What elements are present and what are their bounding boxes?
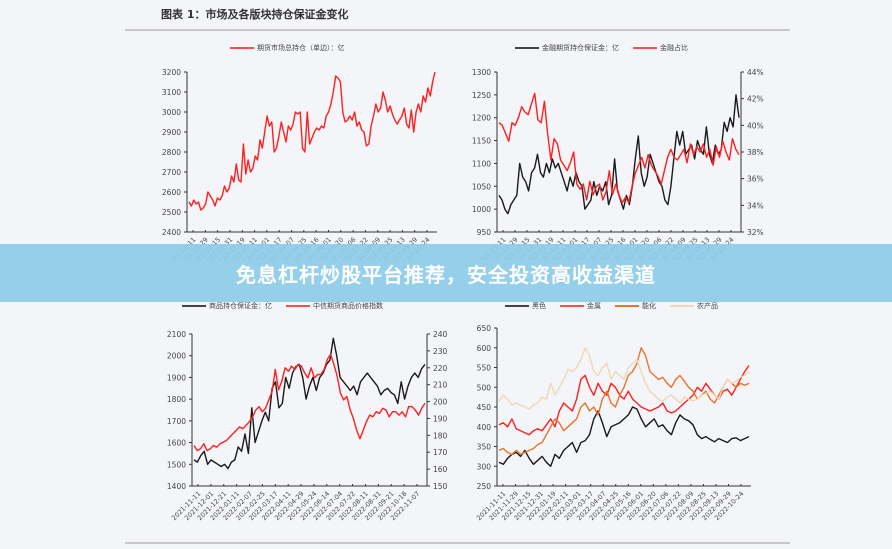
svg-text:36%: 36% [747, 175, 764, 184]
svg-text:500: 500 [477, 383, 492, 392]
svg-text:1100: 1100 [472, 159, 491, 168]
svg-text:2900: 2900 [162, 128, 181, 137]
legend-item: 金融期货持仓保证金：亿 [515, 43, 619, 53]
svg-text:44%: 44% [747, 68, 764, 77]
svg-text:40%: 40% [747, 121, 764, 130]
svg-text:160: 160 [433, 465, 448, 474]
svg-text:950: 950 [477, 228, 492, 237]
svg-text:1900: 1900 [167, 373, 186, 382]
svg-text:300: 300 [477, 462, 492, 471]
svg-text:1600: 1600 [167, 439, 186, 448]
chart-total-open-interest: 2400250026002700280029003000310032002021… [162, 68, 437, 260]
svg-text:3200: 3200 [162, 68, 181, 77]
svg-text:190: 190 [433, 414, 448, 423]
svg-text:220: 220 [433, 364, 448, 373]
svg-text:650: 650 [477, 324, 492, 333]
svg-text:2800: 2800 [162, 148, 181, 157]
legend-sectors: 黑色 金属 能化 农产品 [505, 301, 718, 311]
legend-swatch [515, 47, 539, 49]
svg-text:230: 230 [433, 347, 448, 356]
legend-item: 黑色 [505, 301, 546, 311]
svg-text:550: 550 [477, 364, 492, 373]
legend-item: 农产品 [670, 301, 718, 311]
svg-text:2500: 2500 [162, 208, 181, 217]
svg-text:240: 240 [433, 330, 448, 339]
legend-swatch [670, 305, 694, 307]
legend-swatch [633, 47, 657, 49]
svg-text:150: 150 [433, 482, 448, 491]
svg-text:1250: 1250 [472, 91, 491, 100]
svg-text:38%: 38% [747, 148, 764, 157]
chart-sector-margin: 2503003504004505005506006502021-11-11202… [475, 324, 751, 522]
svg-text:200: 200 [433, 398, 448, 407]
bottom-divider [125, 542, 790, 544]
svg-text:32%: 32% [747, 228, 764, 237]
legend-swatch [286, 305, 310, 307]
svg-text:1800: 1800 [167, 395, 186, 404]
svg-text:1300: 1300 [472, 68, 491, 77]
legend-item: 能化 [615, 301, 656, 311]
svg-text:250: 250 [477, 482, 492, 491]
svg-text:2400: 2400 [162, 228, 181, 237]
svg-text:1200: 1200 [472, 114, 491, 123]
legend-item: 期货市场总持仓（单边）：亿 [230, 43, 345, 53]
svg-text:1150: 1150 [472, 137, 491, 146]
svg-text:3100: 3100 [162, 88, 181, 97]
svg-text:170: 170 [433, 448, 448, 457]
svg-text:350: 350 [477, 443, 492, 452]
svg-text:400: 400 [477, 423, 492, 432]
svg-text:2100: 2100 [167, 330, 186, 339]
chart-finance-margin: 950 1000 1050 1100 1150 1200 1250 1300 32% 34% 36%… [472, 68, 764, 260]
legend-item: 金属 [560, 301, 601, 311]
svg-text:1000: 1000 [472, 205, 491, 214]
svg-text:1400: 1400 [167, 482, 186, 491]
legend-item: 金融占比 [633, 43, 688, 53]
svg-text:2600: 2600 [162, 188, 181, 197]
svg-text:2700: 2700 [162, 168, 181, 177]
legend-total: 期货市场总持仓（单边）：亿 [230, 43, 345, 53]
chart-commodity-margin: 1400 1500 1600 1700 1800 1900 2000 2100 150 160 17… [167, 330, 448, 522]
legend-item: 中信期货商品价格指数 [286, 301, 383, 311]
svg-text:1700: 1700 [167, 417, 186, 426]
promo-banner[interactable]: 免息杠杆炒股平台推荐，安全投资高收益渠道 [0, 244, 892, 302]
page-title: 图表 1：市场及各版块持仓保证金变化 [161, 8, 349, 21]
svg-text:600: 600 [477, 344, 492, 353]
svg-text:210: 210 [433, 381, 448, 390]
svg-text:450: 450 [477, 403, 492, 412]
svg-text:34%: 34% [747, 201, 764, 210]
legend-commodity: 商品持仓保证金：亿 中信期货商品价格指数 [182, 301, 383, 311]
svg-text:1500: 1500 [167, 460, 186, 469]
title-divider [125, 29, 790, 31]
legend-swatch [182, 305, 206, 307]
svg-text:2000: 2000 [167, 352, 186, 361]
legend-swatch [505, 305, 529, 307]
legend-swatch [615, 305, 639, 307]
svg-text:42%: 42% [747, 95, 764, 104]
svg-text:3000: 3000 [162, 108, 181, 117]
legend-finance: 金融期货持仓保证金：亿 金融占比 [515, 43, 688, 53]
svg-text:1050: 1050 [472, 182, 491, 191]
banner-text: 免息杠杆炒股平台推荐，安全投资高收益渠道 [236, 262, 656, 287]
legend-swatch [230, 47, 254, 49]
svg-text:180: 180 [433, 431, 448, 440]
legend-item: 商品持仓保证金：亿 [182, 301, 272, 311]
legend-swatch [560, 305, 584, 307]
